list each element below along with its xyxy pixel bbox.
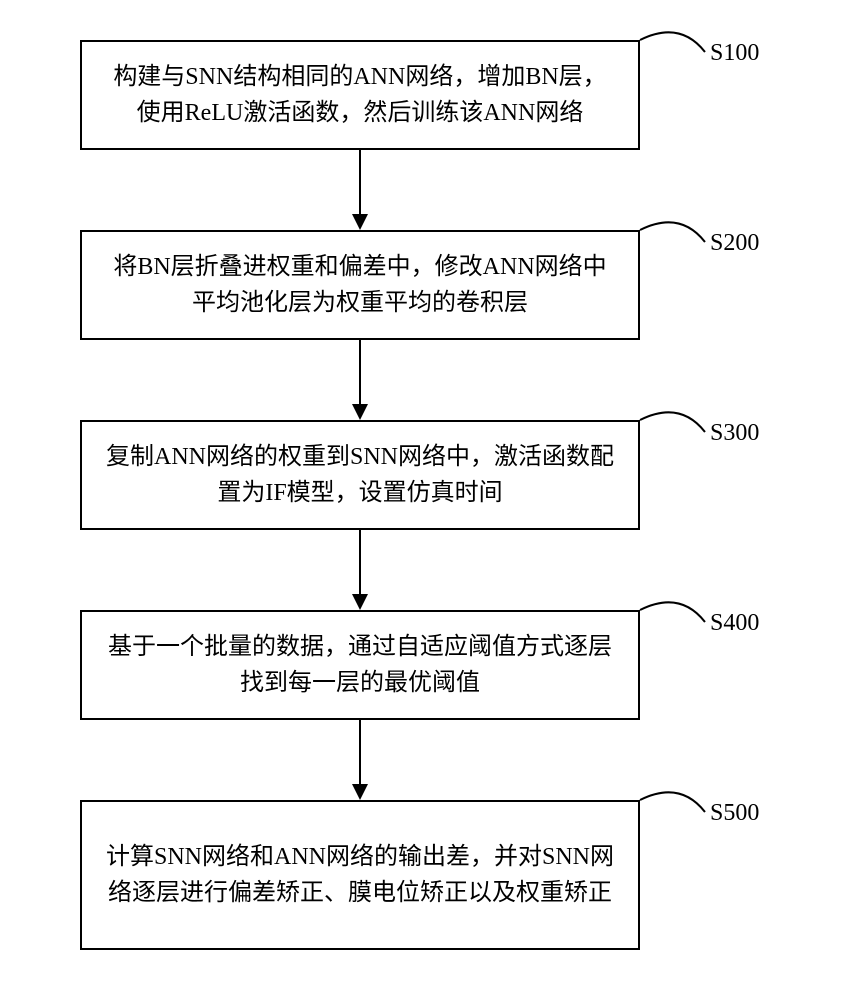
step-box-s100: 构建与SNN结构相同的ANN网络，增加BN层，使用ReLU激活函数，然后训练该A… bbox=[80, 40, 640, 150]
step-text-s100: 构建与SNN结构相同的ANN网络，增加BN层，使用ReLU激活函数，然后训练该A… bbox=[102, 59, 618, 131]
step-text-s300: 复制ANN网络的权重到SNN网络中，激活函数配置为IF模型，设置仿真时间 bbox=[102, 439, 618, 511]
step-label-s400: S400 bbox=[710, 610, 759, 637]
step-label-s500: S500 bbox=[710, 800, 759, 827]
step-box-s400: 基于一个批量的数据，通过自适应阈值方式逐层找到每一层的最优阈值 bbox=[80, 610, 640, 720]
step-box-s500: 计算SNN网络和ANN网络的输出差，并对SNN网络逐层进行偏差矫正、膜电位矫正以… bbox=[80, 800, 640, 950]
arrow-4 bbox=[352, 720, 368, 800]
label-connector-s500 bbox=[640, 792, 705, 812]
step-label-s100: S100 bbox=[710, 40, 759, 67]
step-label-s300: S300 bbox=[710, 420, 759, 447]
flowchart-canvas: 构建与SNN结构相同的ANN网络，增加BN层，使用ReLU激活函数，然后训练该A… bbox=[0, 0, 850, 1000]
label-connector-s300 bbox=[640, 412, 705, 432]
step-label-s200: S200 bbox=[710, 230, 759, 257]
label-connector-s200 bbox=[640, 222, 705, 242]
step-box-s300: 复制ANN网络的权重到SNN网络中，激活函数配置为IF模型，设置仿真时间 bbox=[80, 420, 640, 530]
label-connector-s100 bbox=[640, 32, 705, 52]
arrow-3 bbox=[352, 530, 368, 610]
step-box-s200: 将BN层折叠进权重和偏差中，修改ANN网络中平均池化层为权重平均的卷积层 bbox=[80, 230, 640, 340]
step-text-s500: 计算SNN网络和ANN网络的输出差，并对SNN网络逐层进行偏差矫正、膜电位矫正以… bbox=[102, 839, 618, 911]
arrow-2 bbox=[352, 340, 368, 420]
step-text-s400: 基于一个批量的数据，通过自适应阈值方式逐层找到每一层的最优阈值 bbox=[102, 629, 618, 701]
arrow-1 bbox=[352, 150, 368, 230]
step-text-s200: 将BN层折叠进权重和偏差中，修改ANN网络中平均池化层为权重平均的卷积层 bbox=[102, 249, 618, 321]
label-connector-s400 bbox=[640, 602, 705, 622]
